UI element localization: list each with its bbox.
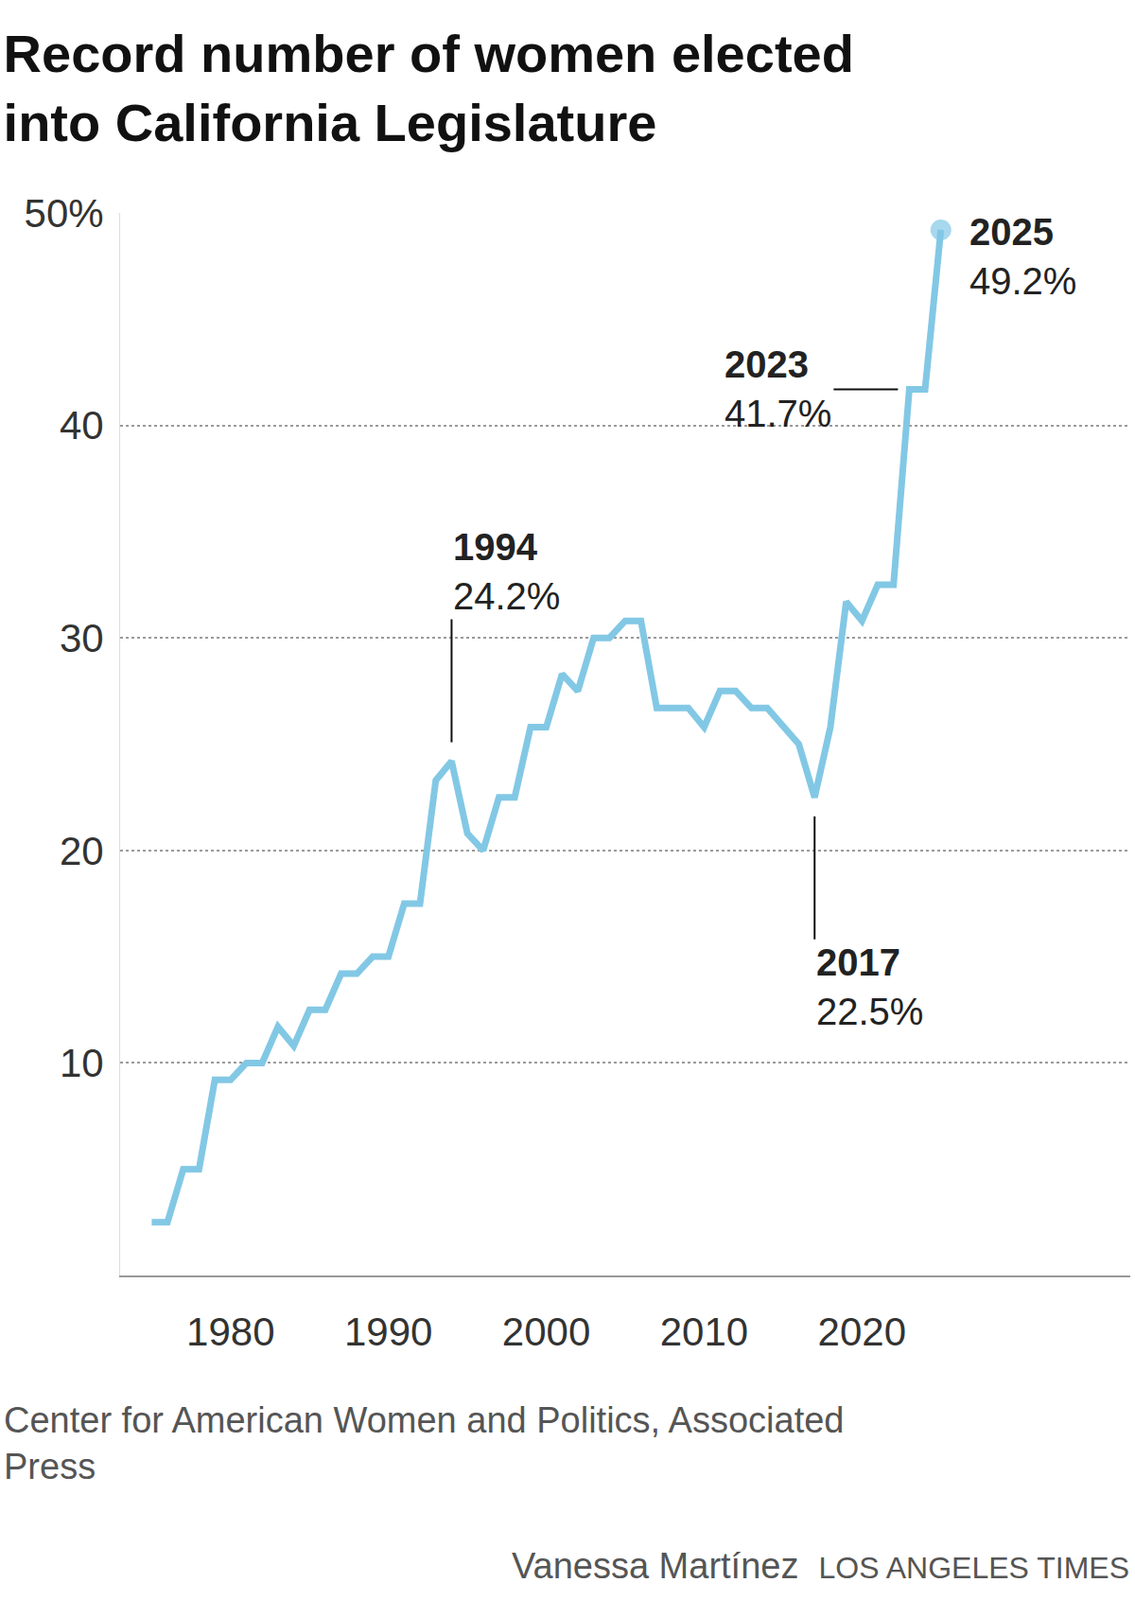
svg-text:1990: 1990 — [344, 1309, 433, 1354]
svg-text:201722.5%: 201722.5% — [816, 941, 924, 1032]
svg-text:40: 40 — [59, 402, 105, 448]
svg-text:2010: 2010 — [660, 1309, 749, 1354]
svg-text:202341.7%: 202341.7% — [724, 343, 832, 435]
svg-text:20: 20 — [59, 828, 105, 874]
svg-text:Record number of women elected: Record number of women electedinto Calif… — [3, 23, 855, 153]
svg-text:30: 30 — [59, 615, 105, 661]
svg-text:10: 10 — [59, 1040, 105, 1085]
svg-text:199424.2%: 199424.2% — [453, 525, 560, 617]
svg-text:Center for American Women and: Center for American Women and Politics, … — [3, 1399, 845, 1486]
svg-text:2000: 2000 — [502, 1309, 591, 1354]
svg-text:2020: 2020 — [818, 1309, 907, 1354]
svg-text:202549.2%: 202549.2% — [969, 210, 1077, 302]
svg-text:Vanessa Martínez LOS ANGELES: Vanessa Martínez LOS ANGELES TIMES — [511, 1545, 1130, 1586]
svg-text:50%: 50% — [24, 191, 105, 236]
svg-text:1980: 1980 — [186, 1309, 275, 1354]
